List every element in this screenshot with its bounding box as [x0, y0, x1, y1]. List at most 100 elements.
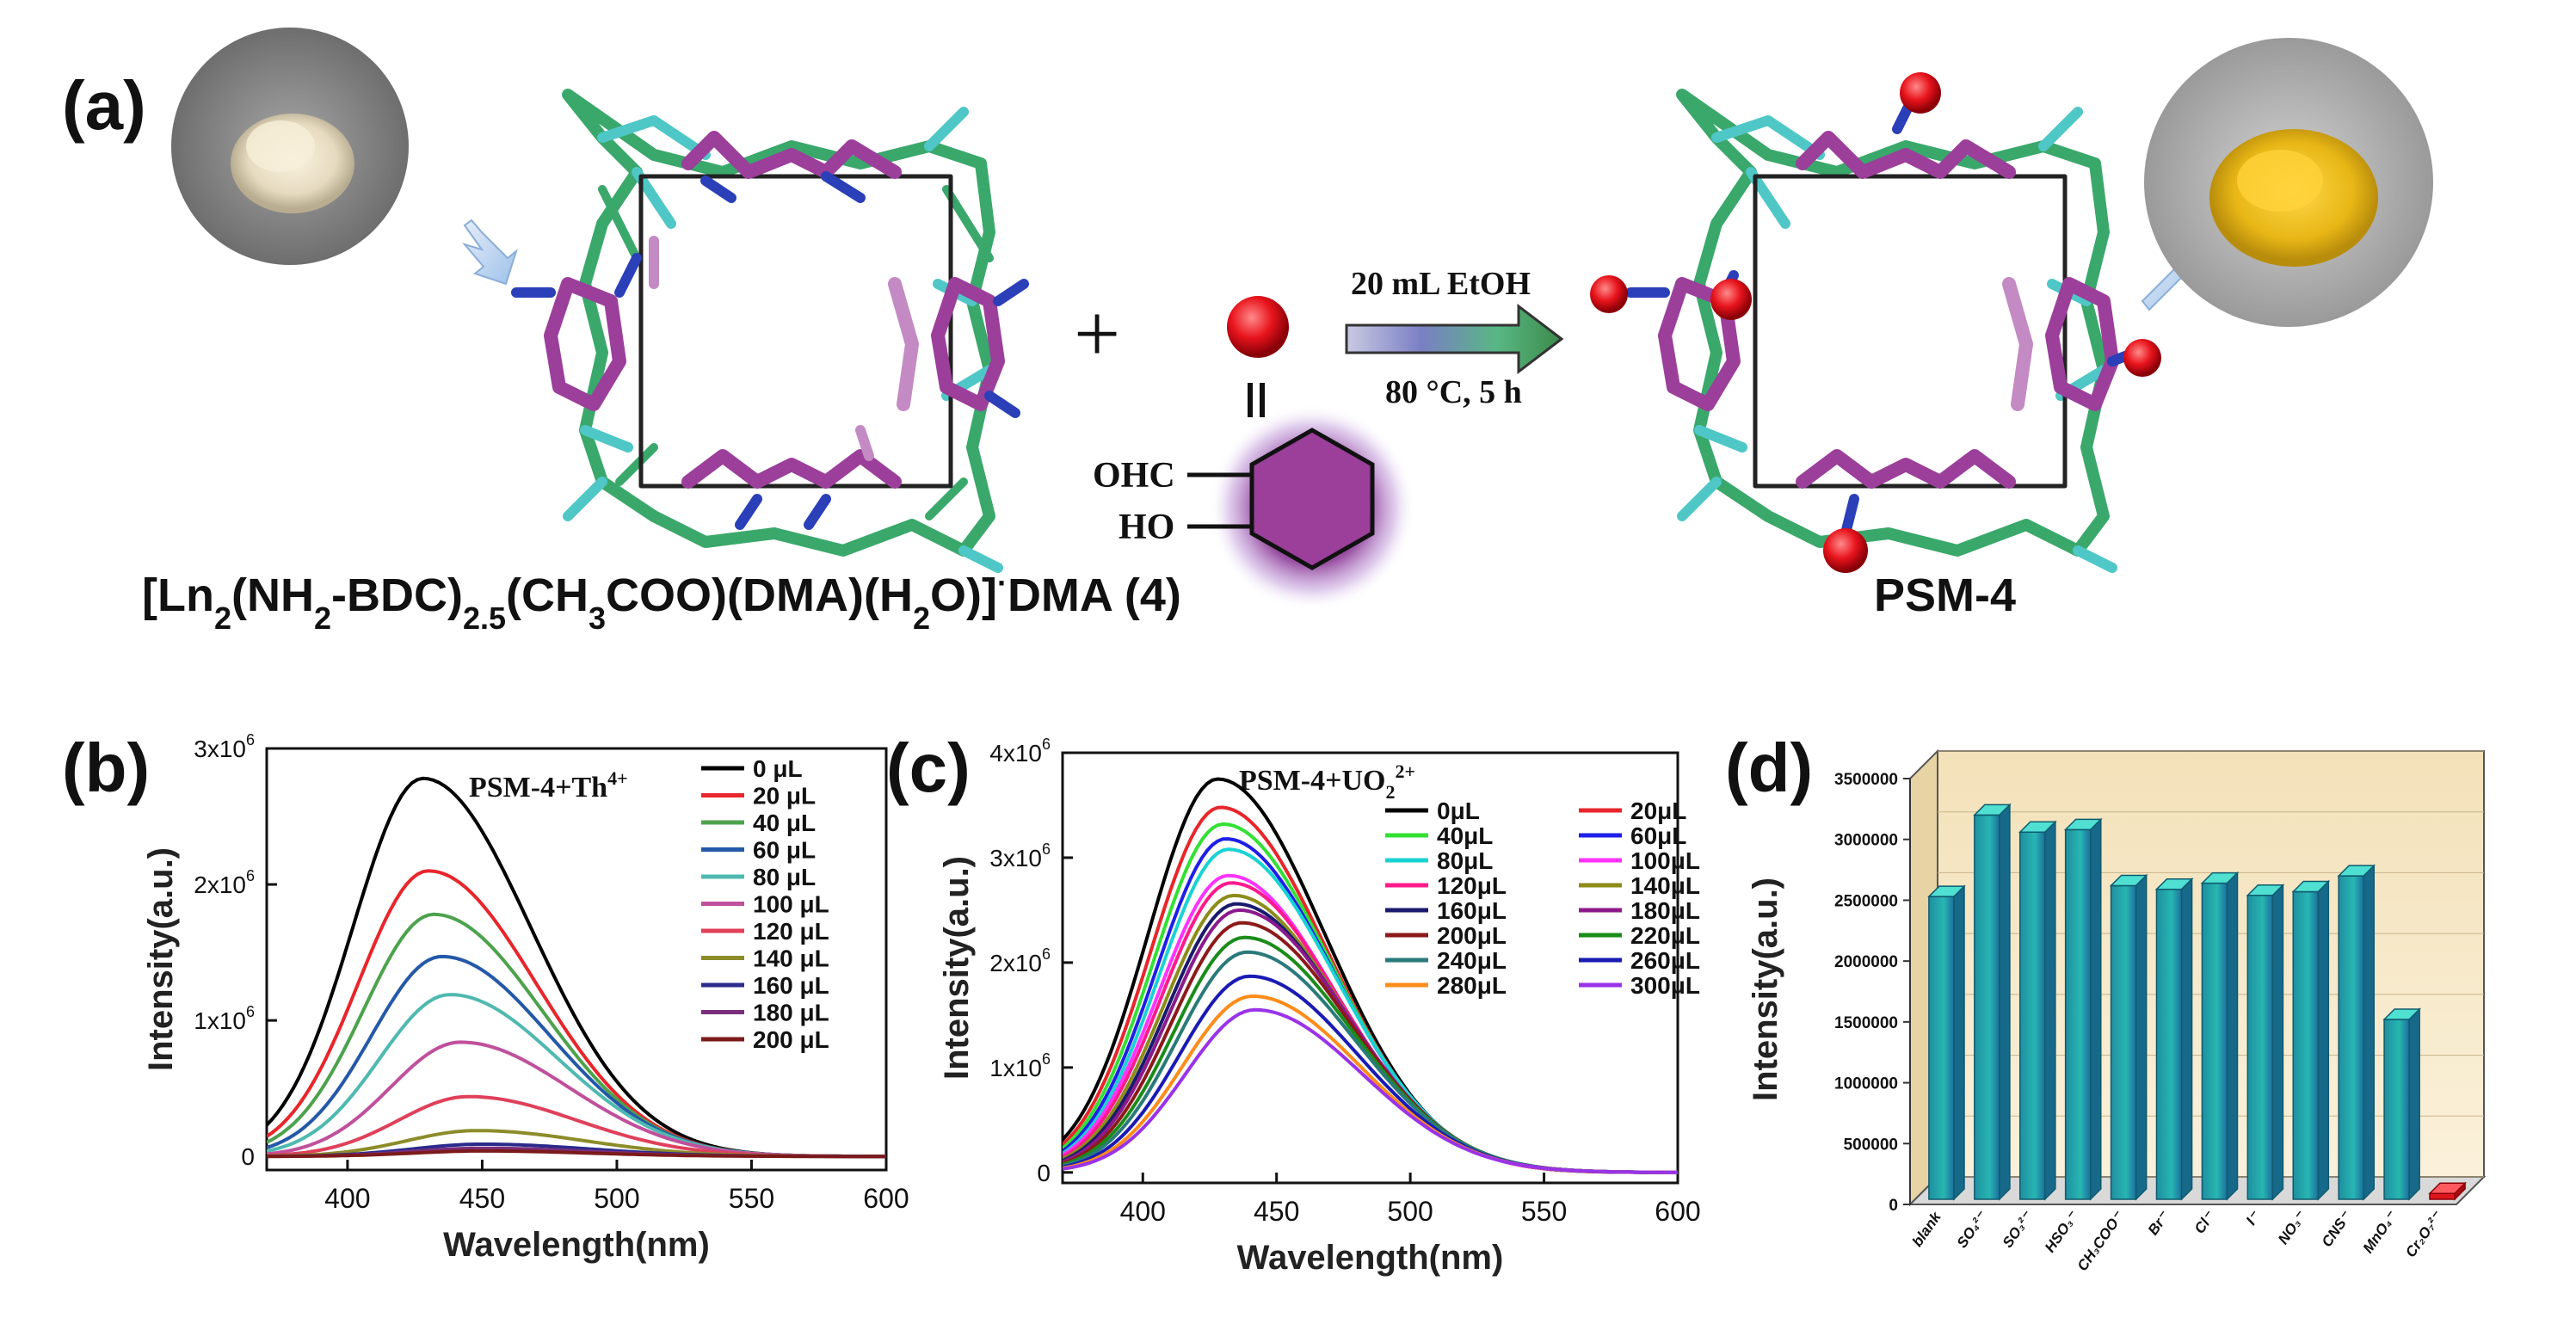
y-tick-label: 3x106 [989, 841, 1051, 871]
y-tick-label: 0 [241, 1143, 255, 1170]
bar [2337, 864, 2376, 1201]
x-tick-label: 550 [1521, 1196, 1567, 1227]
red-ball-icon [1710, 279, 1752, 320]
x-tick-label: 550 [729, 1183, 774, 1214]
legend-entry: 20μL [1630, 797, 1686, 824]
x-category-label: Cl⁻ [2191, 1208, 2219, 1237]
bar [2382, 1007, 2421, 1201]
product-label: PSM-4 [1874, 570, 2016, 621]
mof-formula: [Ln2(NH2-BDC)2.5(CH3COO)(DMA)(H2O)]·DMA … [142, 565, 1181, 636]
red-ball-icon [1823, 528, 1868, 573]
legend-entry: 140 μL [753, 945, 829, 972]
x-category-label: NO₃⁻ [2275, 1208, 2309, 1247]
x-tick-label: 400 [324, 1183, 370, 1214]
legend-entry: 220μL [1630, 922, 1700, 949]
y-tick-label: 0 [1037, 1160, 1051, 1186]
bar [1973, 803, 2012, 1201]
legend-entry: 60μL [1630, 822, 1686, 849]
y-tick-label: 1000000 [1834, 1075, 1898, 1093]
legend-entry: 60 μL [753, 837, 816, 864]
y-tick-label: 1x106 [989, 1050, 1051, 1081]
red-ball-icon [1227, 296, 1289, 358]
x-category-label: Cr₂O₇²⁻ [2402, 1208, 2446, 1260]
x-category-label: HSO₃⁻ [2042, 1208, 2082, 1255]
plot-frame [265, 747, 888, 1172]
bar [2246, 883, 2285, 1201]
bar [2154, 877, 2194, 1201]
panel-c-label: (c) [886, 730, 971, 806]
panel-a-label: (a) [62, 67, 146, 144]
y-tick-label: 1x106 [194, 1003, 255, 1034]
legend-entry: 80μL [1437, 847, 1493, 874]
x-category-label: MnO₄⁻ [2360, 1208, 2400, 1256]
left-pointer-arrow [462, 219, 518, 286]
x-category-label: CH₃COO⁻ [2074, 1208, 2128, 1274]
salicylaldehyde-reagent: OHC HO [1093, 296, 1415, 611]
legend-entry: 120 μL [753, 918, 829, 945]
x-tick-label: 600 [1655, 1196, 1700, 1227]
y-tick-label: 500000 [1844, 1136, 1898, 1154]
legend-entry: 40μL [1437, 822, 1493, 849]
x-tick-label: 450 [1254, 1196, 1299, 1227]
plus-sign: + [1074, 287, 1120, 379]
y-tick-label: 3500000 [1834, 771, 1898, 789]
beige-powder-photo [171, 28, 409, 265]
legend-entry: 0 μL [753, 755, 803, 782]
bar [2291, 879, 2331, 1201]
legend-entry: 140μL [1630, 872, 1700, 899]
x-axis-label: Wavelength(nm) [443, 1226, 710, 1264]
y-tick-label: 2x106 [194, 867, 255, 898]
hydroxyl-group-label: HO [1119, 508, 1174, 547]
x-tick-label: 400 [1120, 1196, 1166, 1227]
condition-temperature: 80 °C, 5 h [1385, 374, 1522, 410]
bar [2063, 817, 2103, 1201]
plot-frame [1061, 751, 1679, 1185]
chart-title: PSM-4+Th4+ [469, 767, 628, 804]
y-tick-label: 1500000 [1834, 1014, 1898, 1032]
legend-entry: 160 μL [753, 972, 829, 999]
legend-entry: 100μL [1630, 847, 1700, 874]
red-ball-icon [1590, 275, 1628, 313]
x-axis-label: Wavelength(nm) [1237, 1239, 1504, 1277]
x-category-label: Br⁻ [2145, 1208, 2173, 1238]
bar [2200, 871, 2240, 1201]
legend-entry: 80 μL [753, 864, 816, 890]
x-tick-label: 500 [1387, 1196, 1433, 1227]
legend-entry: 20 μL [753, 783, 816, 810]
y-tick-label: 2x106 [989, 945, 1051, 976]
x-category-label: blank [1909, 1208, 1945, 1250]
reaction-scheme: (a) + OHC HO 20 mL [62, 28, 2433, 636]
y-tick-label: 4x106 [989, 736, 1051, 767]
legend-entry: 120μL [1437, 872, 1507, 899]
legend-entry: 100 μL [753, 891, 829, 918]
legend-entry: 160μL [1437, 897, 1507, 924]
reaction-arrow: 20 mL EtOH 80 °C, 5 h [1345, 266, 1564, 410]
legend-entry: 180μL [1630, 897, 1700, 924]
series-line [267, 1148, 886, 1159]
legend-entry: 0μL [1437, 797, 1480, 824]
condition-solvent: 20 mL EtOH [1351, 266, 1531, 302]
legend-entry: 180 μL [753, 1000, 829, 1026]
y-tick-label: 2500000 [1834, 892, 1898, 910]
x-category-label: I⁻ [2243, 1208, 2265, 1229]
y-axis-label: Intensity(a.u.) [1747, 878, 1784, 1101]
x-category-label: SO₃²⁻ [2000, 1208, 2037, 1251]
legend-entry: 280μL [1437, 972, 1507, 999]
bar [2018, 820, 2057, 1201]
yellow-powder-photo [2144, 38, 2433, 327]
red-ball-icon [2123, 339, 2161, 377]
bar [2428, 1181, 2467, 1201]
y-tick-label: 0 [1889, 1197, 1898, 1215]
legend-entry: 200μL [1437, 922, 1507, 949]
aldehyde-group-label: OHC [1093, 456, 1175, 496]
panel-b-label: (b) [62, 730, 150, 806]
series-line [1063, 1007, 1678, 1174]
y-axis-label: Intensity(a.u.) [142, 847, 180, 1071]
bar [1927, 884, 1966, 1201]
legend-entry: 300μL [1630, 972, 1700, 999]
mof-cage-left [511, 89, 1029, 573]
y-tick-label: 3000000 [1834, 832, 1898, 850]
